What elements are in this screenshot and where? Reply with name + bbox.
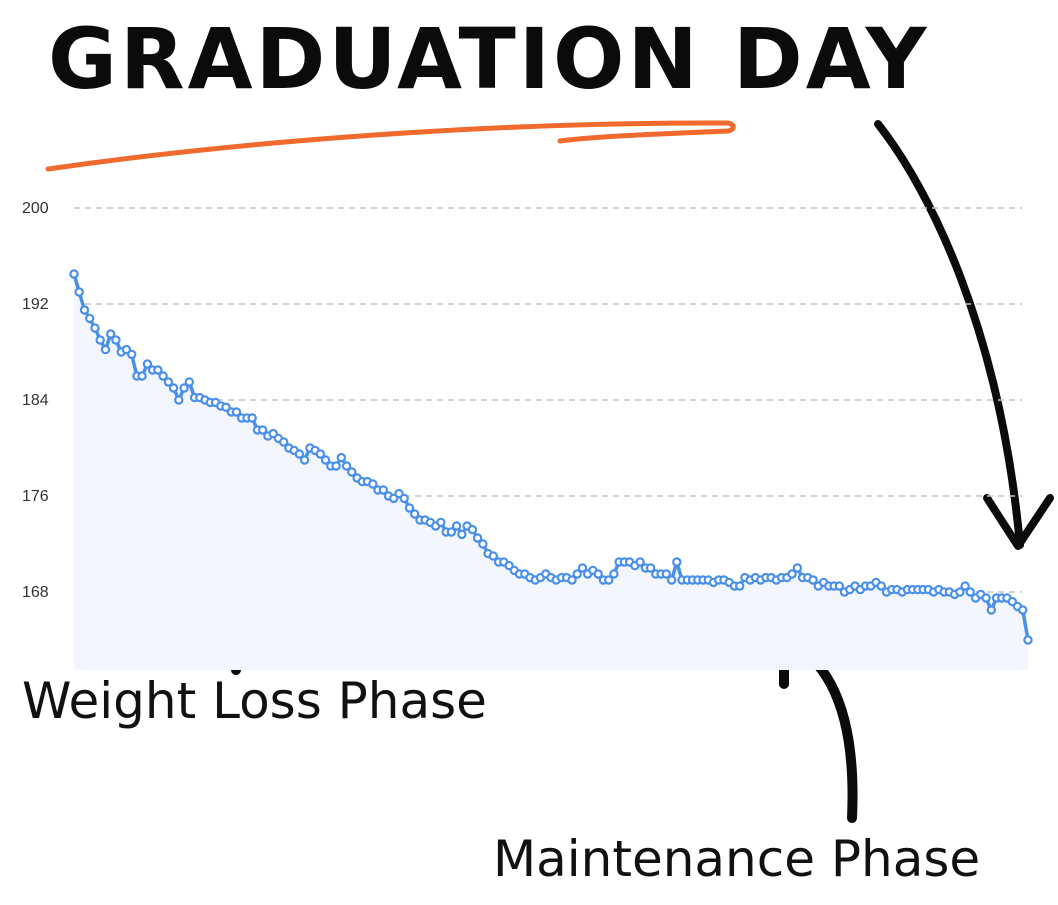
data-point	[84, 313, 95, 324]
data-point	[410, 509, 420, 519]
data-point	[635, 557, 645, 567]
data-point	[1018, 605, 1028, 615]
data-point	[79, 305, 90, 315]
data-point	[572, 569, 582, 579]
data-point	[331, 461, 341, 471]
y-tick-label-168: 168	[22, 584, 49, 601]
data-point	[735, 581, 745, 591]
maintenance-phase-label: Maintenance Phase	[493, 830, 981, 888]
data-point	[299, 455, 310, 465]
data-point	[142, 359, 153, 369]
data-point	[90, 323, 100, 333]
data-point	[787, 569, 797, 579]
data-point	[577, 563, 588, 573]
data-point	[986, 605, 997, 615]
y-tick-label-176: 176	[22, 488, 49, 505]
data-point	[231, 407, 242, 417]
y-tick-label-200: 200	[22, 200, 49, 217]
data-point	[258, 425, 268, 435]
y-axis-ticks: 168 176 184 192 200	[22, 200, 49, 601]
data-point	[488, 551, 498, 561]
data-point	[666, 575, 677, 585]
data-point	[378, 485, 388, 495]
data-point	[1023, 635, 1033, 645]
data-point	[341, 461, 352, 471]
data-point	[105, 329, 116, 339]
y-tick-label-192: 192	[22, 296, 49, 313]
page-title: GRADUATION DAY	[48, 10, 930, 108]
weight-loss-phase-label: Weight Loss Phase	[22, 672, 487, 730]
data-point	[808, 575, 818, 585]
data-point	[645, 563, 656, 573]
data-point	[74, 287, 84, 297]
series-points	[69, 269, 1033, 645]
data-point	[467, 524, 478, 535]
data-point	[451, 521, 462, 531]
data-point	[876, 581, 886, 591]
data-point	[153, 365, 163, 375]
data-point	[111, 335, 121, 345]
data-point	[960, 581, 970, 591]
data-point	[294, 449, 305, 459]
data-point	[137, 371, 147, 381]
data-point	[368, 479, 378, 489]
data-point	[168, 383, 179, 393]
data-point	[399, 493, 409, 504]
data-point	[834, 581, 845, 591]
data-point	[446, 527, 457, 537]
data-point	[279, 437, 289, 447]
data-point	[457, 529, 467, 540]
data-point	[472, 533, 483, 543]
data-point	[69, 269, 79, 279]
data-point	[436, 517, 446, 528]
y-tick-label-184: 184	[22, 392, 49, 409]
series-area-fill	[74, 274, 1028, 670]
arrow-to-graduation-day	[874, 120, 1054, 550]
data-point	[184, 377, 194, 387]
data-point	[604, 575, 614, 585]
data-point	[126, 349, 137, 360]
data-point	[174, 395, 184, 405]
data-point	[100, 344, 111, 355]
data-point	[158, 371, 168, 381]
data-point	[163, 377, 174, 387]
data-point	[247, 413, 257, 423]
data-point	[315, 449, 326, 459]
data-point	[792, 563, 803, 573]
data-point	[567, 575, 577, 585]
data-point	[336, 452, 346, 463]
data-point	[347, 467, 357, 477]
data-point	[95, 335, 105, 345]
data-point	[320, 455, 331, 465]
data-point	[404, 503, 415, 513]
data-point	[179, 383, 189, 393]
data-point	[609, 569, 619, 579]
data-point	[672, 557, 682, 567]
data-point	[955, 587, 965, 597]
data-point	[981, 593, 991, 603]
data-point	[593, 569, 603, 579]
data-point	[478, 539, 488, 549]
title-underline-brush	[45, 120, 736, 172]
data-point	[661, 569, 672, 579]
data-point	[965, 587, 976, 597]
